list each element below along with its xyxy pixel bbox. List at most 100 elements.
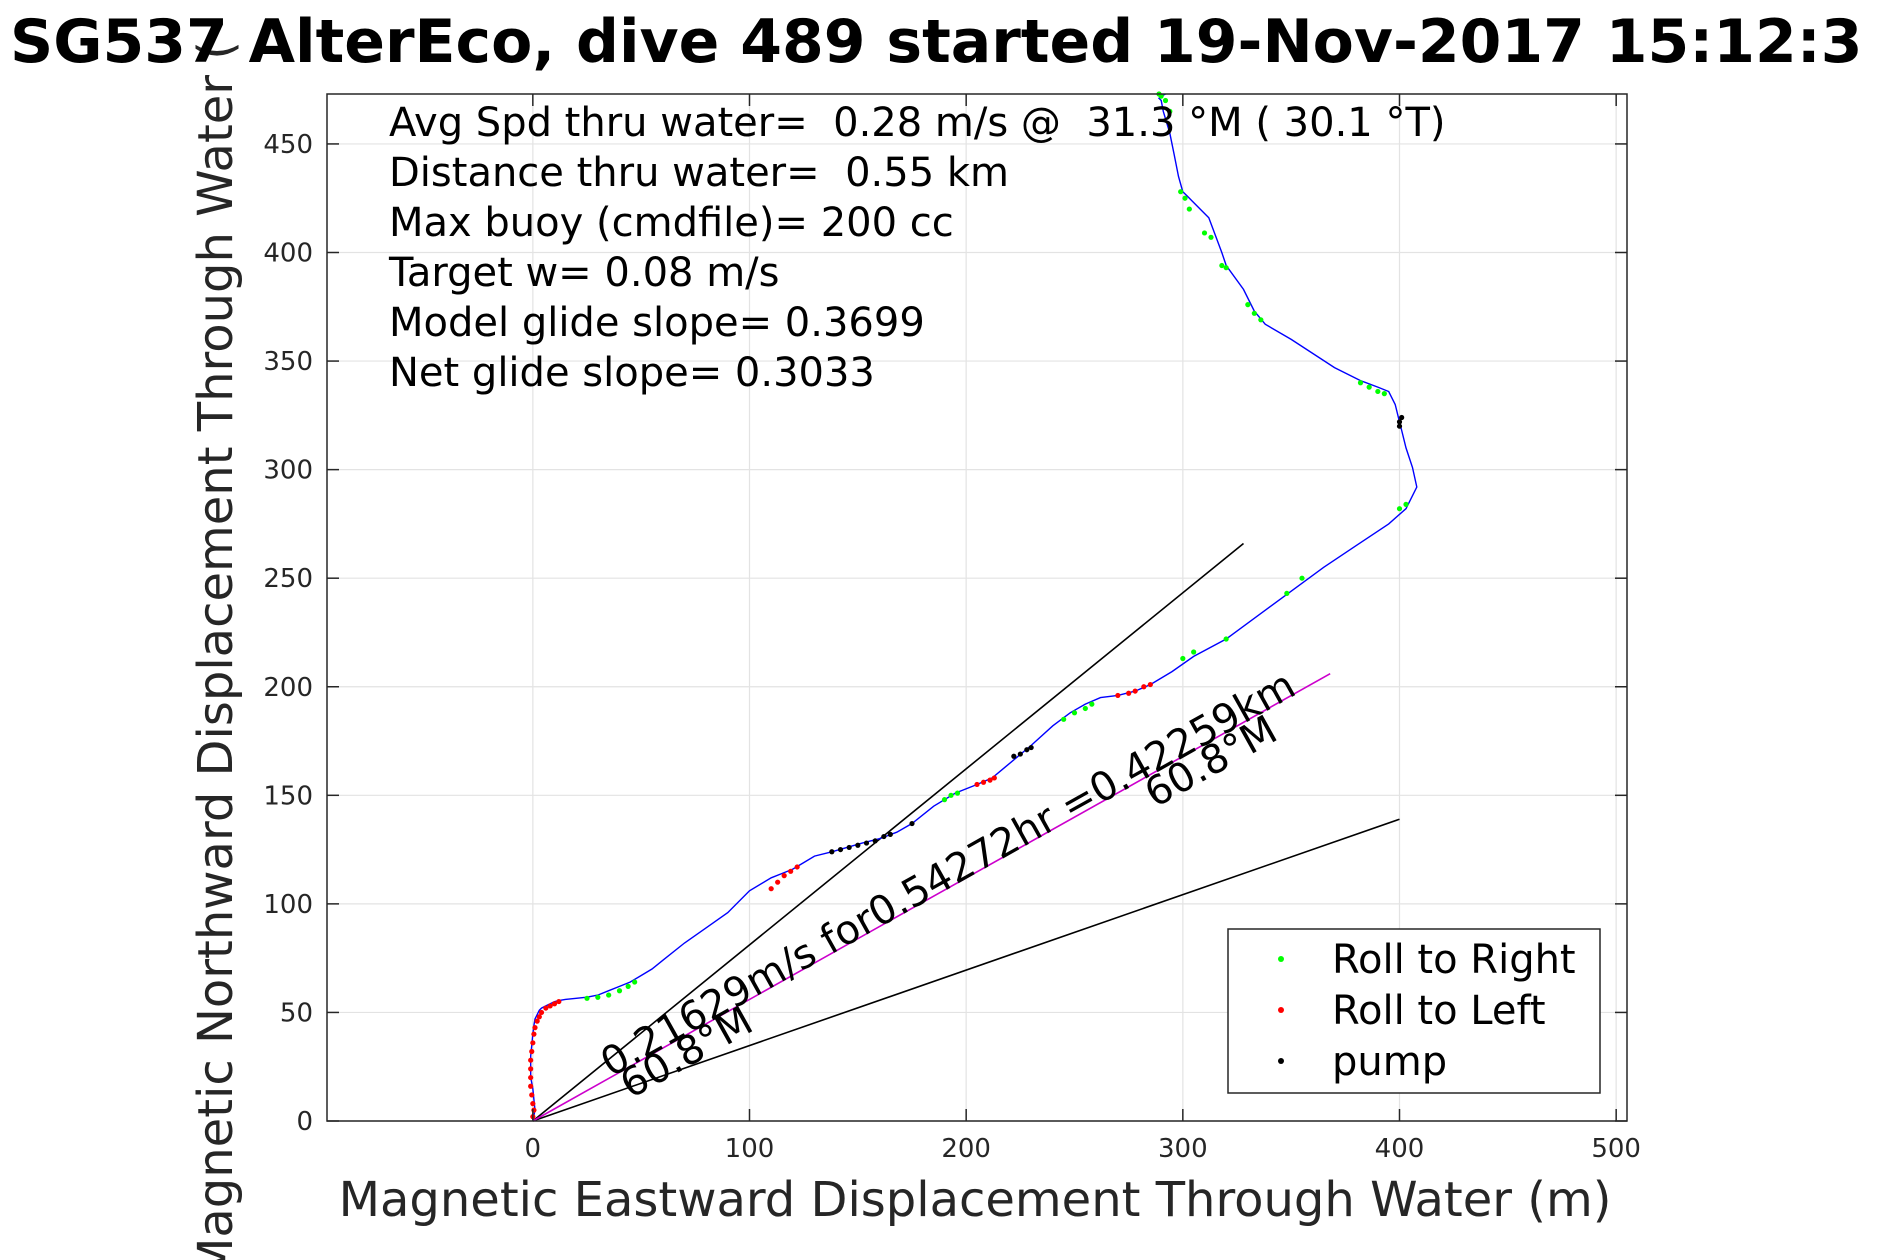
series-0-point-8 [954,790,961,796]
series-1-point-32 [1147,681,1153,688]
series-0-point-16 [1284,590,1290,596]
series-0-point-14 [1191,649,1197,655]
series-1-point-3 [529,1092,535,1098]
series-1-point-16 [547,1003,553,1009]
y-tick-label-7: 350 [263,347,313,377]
series-1-point-26 [987,777,993,783]
series-0-point-10 [1071,710,1078,716]
series-0-point-30 [1201,230,1208,236]
legend-label-0: Roll to Right [1332,937,1576,983]
series-0-point-7 [948,792,954,798]
series-1-point-8 [529,1048,535,1055]
series-1-point-2 [530,1101,536,1107]
series-1-point-21 [781,873,787,879]
model-glide-line-1 [532,818,1400,1122]
series-0-point-22 [1375,388,1381,395]
series-1-point-27 [991,775,997,781]
legend-marker-0 [1278,956,1284,962]
series-1-point-17 [551,1001,558,1007]
series-2-point-5 [872,838,878,844]
axes-box [326,93,1628,1122]
current-line [532,673,1331,1122]
series-1-point-28 [1115,692,1121,699]
info-line-3: Target w= 0.08 m/s [388,250,779,296]
series-0-point-24 [1251,310,1257,316]
series-0-point-18 [1396,506,1403,512]
x-tick-label-1: 100 [725,1134,775,1164]
legend-marker-1 [1278,1007,1284,1013]
series-1-point-29 [1126,690,1132,696]
y-tick-label-9: 450 [263,130,313,160]
series-2-point-11 [1024,747,1030,753]
series-2-point-10 [1017,751,1023,757]
series-0-point-15 [1223,636,1229,642]
series-1-point-15 [543,1005,549,1011]
series-0-point-32 [1182,195,1188,201]
series-0-point-4 [625,983,631,989]
series-1-point-9 [530,1040,536,1046]
series-0-point-0 [584,995,590,1001]
axis-ticks: 0 100 200 300 400 500 0 50 100 150 200 250 300 350 400… [263,94,1641,1164]
y-tick-label-4: 200 [263,673,313,703]
series-0-point-28 [1219,262,1225,269]
series-1-point-23 [794,864,800,870]
y-tick-label-8: 400 [263,239,313,269]
x-tick-label-0: 0 [525,1134,542,1164]
series-0-point-12 [1089,701,1095,707]
series-2-markers [829,414,1405,855]
y-tick-label-6: 300 [263,456,313,486]
plot-lines [530,93,1418,1122]
series-1-markers [528,681,1153,1120]
series-0-point-19 [1403,501,1409,507]
series-1-point-18 [556,998,562,1005]
x-tick-label-2: 200 [941,1134,991,1164]
series-1-point-24 [974,781,980,788]
series-0-point-3 [616,988,623,994]
series-0-point-35 [1162,97,1169,104]
series-0-markers [584,91,1409,1001]
series-2-point-12 [1028,744,1034,751]
x-tick-label-5: 500 [1591,1134,1641,1164]
series-0-point-13 [1180,655,1186,662]
series-2-point-9 [1011,753,1017,759]
series-2-point-7 [887,831,893,837]
y-tick-label-2: 100 [263,890,313,920]
series-2-point-2 [846,844,852,851]
series-0-point-5 [632,979,638,985]
series-2-point-4 [863,840,870,846]
x-tick-label-4: 400 [1375,1134,1425,1164]
x-tick-label-3: 300 [1158,1134,1208,1164]
series-1-point-4 [528,1083,534,1089]
series-2-point-6 [881,833,887,840]
series-1-point-7 [528,1057,534,1063]
series-0-point-21 [1366,384,1372,390]
series-0-point-27 [1223,265,1229,271]
y-tick-label-5: 250 [263,564,313,594]
info-line-5: Net glide slope= 0.3033 [389,350,875,396]
model-glide-line-0 [532,542,1245,1122]
chart-title: SG537 AlterEco, dive 489 started 19-Nov-… [10,7,1863,77]
series-0-point-20 [1357,380,1364,386]
series-1-point-31 [1141,684,1147,690]
series-1-point-25 [980,779,987,785]
series-0-point-23 [1381,391,1387,397]
info-line-1: Distance thru water= 0.55 km [389,150,1009,196]
series-2-point-13 [1396,423,1403,429]
series-0-point-6 [941,797,948,803]
series-2-point-3 [855,842,861,848]
y-tick-label-1: 50 [280,998,313,1028]
series-0-point-11 [1082,705,1088,712]
series-0-point-25 [1258,317,1264,323]
series-0-point-33 [1178,189,1184,195]
series-1-point-13 [536,1014,542,1020]
series-0-point-26 [1245,302,1251,308]
series-0-point-34 [1167,108,1173,114]
series-1-point-19 [768,886,774,892]
plot-markers [528,91,1409,1120]
series-0-point-29 [1208,234,1214,240]
series-1-point-12 [534,1018,540,1024]
series-1-point-6 [528,1066,534,1072]
series-1-point-30 [1132,688,1138,694]
info-text-block: Avg Spd thru water= 0.28 m/s @ 31.3 °M (… [388,100,1445,396]
series-0-point-1 [595,994,601,1000]
